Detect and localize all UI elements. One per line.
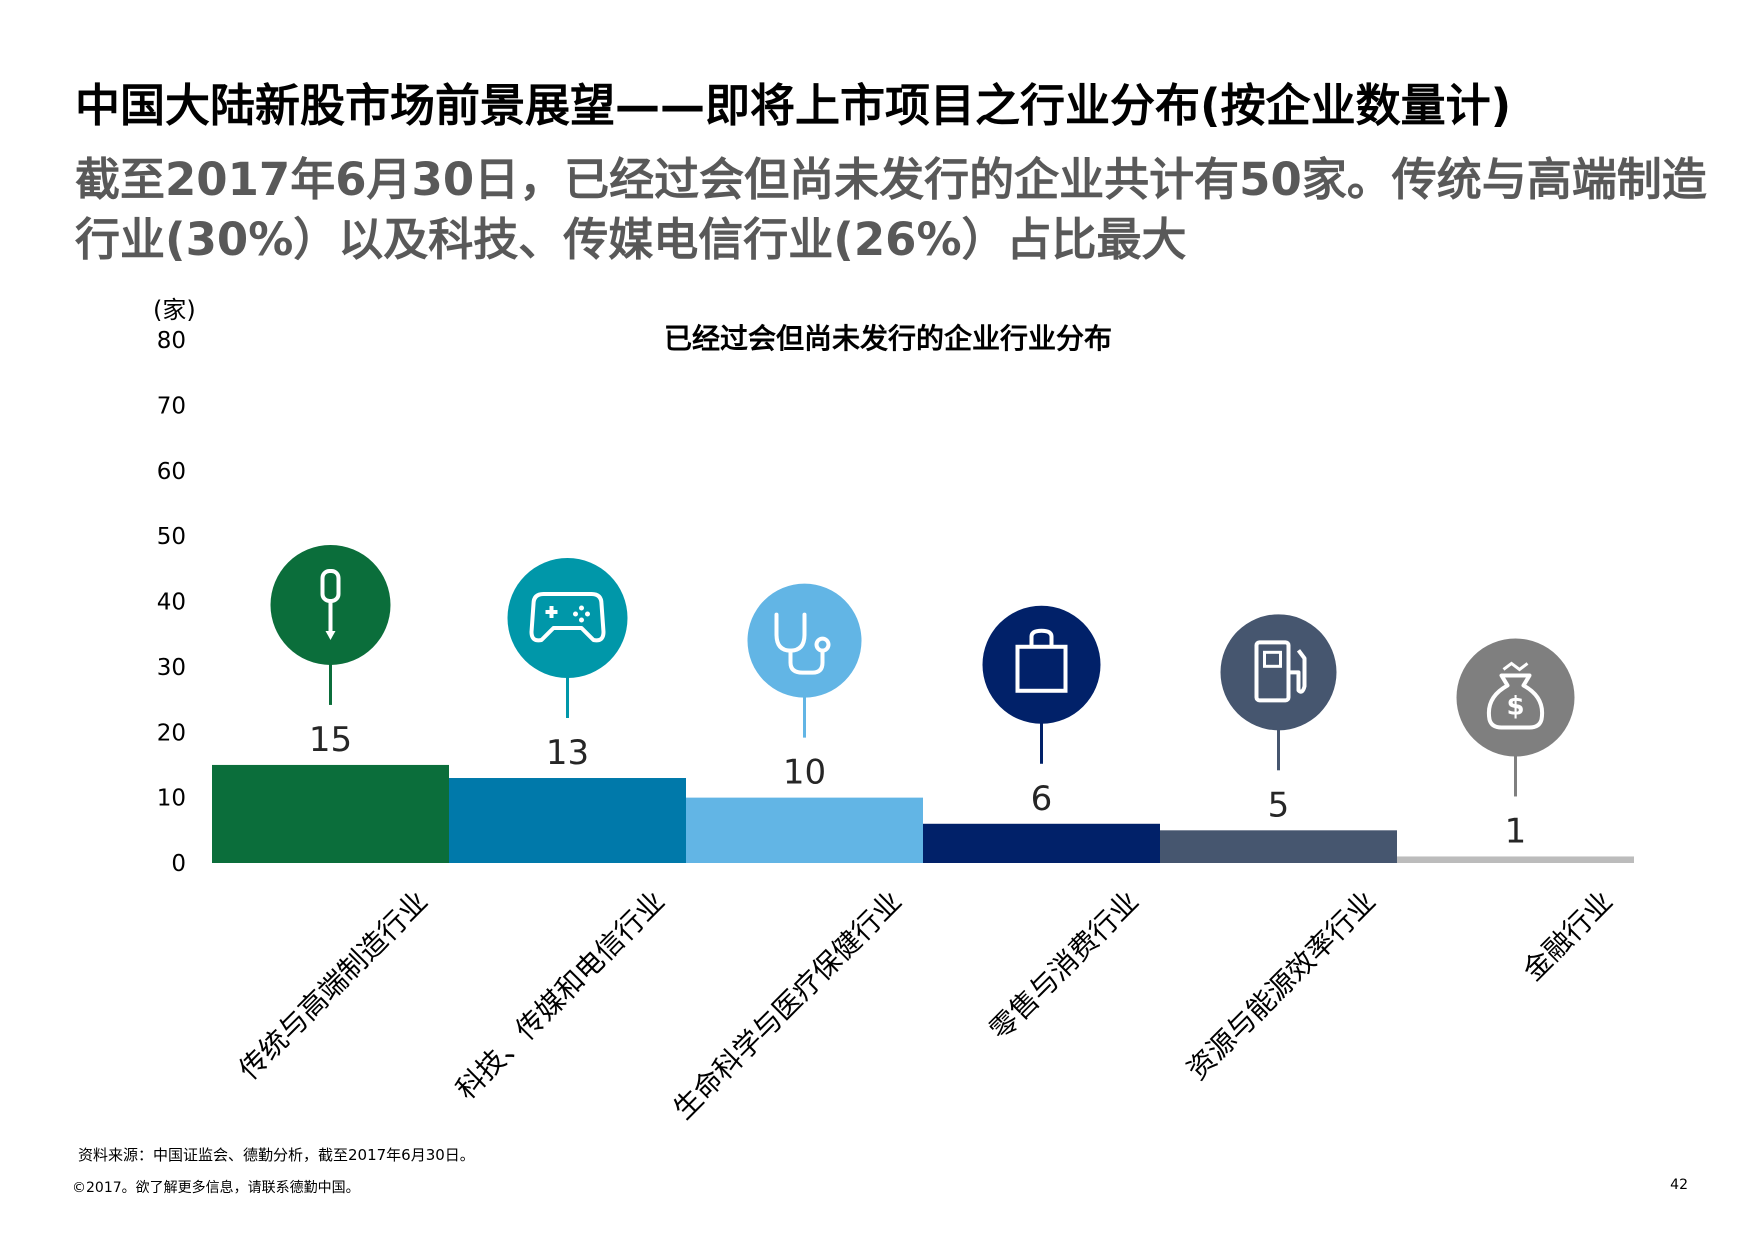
gamepad-icon — [529, 592, 606, 643]
svg-text:$: $ — [1506, 691, 1524, 721]
bar-value-label: 6 — [1031, 779, 1053, 819]
y-tick-label: 40 — [157, 590, 186, 616]
y-tick-label: 30 — [157, 655, 186, 681]
x-category-label: 生命科学与医疗保健行业 — [667, 885, 908, 1126]
x-category-label: 金融行业 — [1516, 885, 1619, 988]
y-tick-label: 60 — [157, 459, 186, 485]
bar-2 — [449, 778, 686, 863]
shopping-bag-icon — [1015, 628, 1068, 693]
x-category-label: 科技、传媒和电信行业 — [450, 885, 671, 1106]
page-number: 42 — [1670, 1177, 1688, 1193]
y-tick-label: 50 — [157, 524, 186, 550]
bar-5 — [1160, 830, 1397, 863]
bar-value-label: 1 — [1505, 811, 1527, 851]
y-tick-label: 70 — [157, 393, 186, 419]
page-subtitle: 截至2017年6月30日，已经过会但尚未发行的企业共计有50家。传统与高端制造行… — [75, 153, 1707, 266]
bar-1 — [212, 764, 449, 863]
source-note: 资料来源：中国证监会、德勤分析，截至2017年6月30日。 — [78, 1146, 475, 1164]
screwdriver-icon — [320, 568, 341, 640]
copyright-note: ©2017。欲了解更多信息，请联系德勤中国。 — [72, 1180, 360, 1196]
x-category-label: 零售与消费行业 — [983, 885, 1145, 1047]
bar-6 — [1397, 856, 1634, 863]
bar-value-label: 10 — [783, 753, 826, 793]
y-axis-unit-label: (家) — [153, 296, 196, 324]
icon-circle — [982, 605, 1101, 724]
bar-value-label: 15 — [309, 720, 352, 760]
chart-title: 已经过会但尚未发行的企业行业分布 — [664, 322, 1112, 355]
bar-value-label: 13 — [546, 733, 589, 773]
y-tick-label: 10 — [157, 786, 186, 812]
icon-circle — [1456, 638, 1575, 757]
icon-circle — [1220, 614, 1337, 731]
fuel-pump-icon — [1254, 640, 1307, 703]
icon-circle — [507, 558, 628, 679]
stethoscope-icon — [774, 612, 831, 675]
bar-value-label: 5 — [1268, 785, 1290, 825]
x-category-label: 传统与高端制造行业 — [232, 885, 434, 1087]
bar-3 — [686, 797, 923, 863]
bar-4 — [923, 823, 1160, 863]
x-category-label: 资源与能源效率行业 — [1180, 885, 1382, 1087]
page-title: 中国大陆新股市场前景展望——即将上市项目之行业分布(按企业数量计) — [75, 79, 1512, 132]
y-tick-label: 20 — [157, 720, 186, 746]
y-tick-label: 80 — [157, 328, 186, 354]
y-tick-label: 0 — [171, 851, 186, 877]
money-bag-icon: $ — [1486, 661, 1545, 730]
